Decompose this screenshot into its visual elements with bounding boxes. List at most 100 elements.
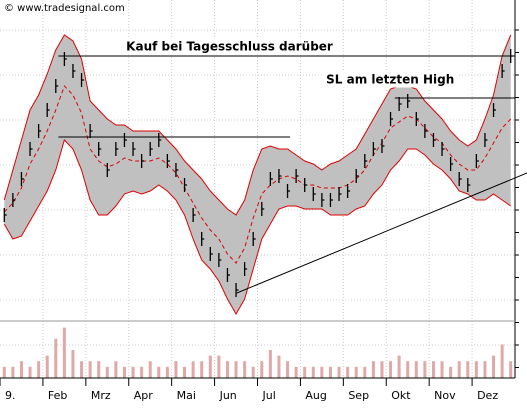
x-tick-label: Sep — [348, 389, 369, 402]
x-tick-label: Dez — [477, 389, 498, 402]
volume-bar — [2, 366, 6, 378]
annotation: SL am letzten High — [326, 73, 454, 87]
price-bar — [98, 142, 102, 156]
volume-bar — [303, 366, 307, 378]
trend-line — [236, 172, 527, 294]
price-bar — [424, 124, 428, 138]
volume-bar — [431, 361, 435, 378]
price-bar — [37, 124, 42, 138]
price-bar — [132, 142, 136, 156]
volume-bar — [97, 361, 101, 378]
price-bar — [166, 154, 170, 168]
price-bar — [149, 142, 153, 156]
price-bar — [261, 202, 265, 216]
price-bar — [269, 172, 273, 186]
price-bar — [106, 163, 110, 177]
volume-bar — [260, 361, 264, 378]
band-line — [3, 85, 512, 264]
x-tick-label: Mrz — [91, 389, 111, 402]
x-tick-label: Feb — [48, 389, 67, 402]
price-bar — [398, 97, 402, 111]
volume-bar — [286, 361, 290, 378]
volume-bar — [191, 361, 195, 378]
annotation-bg — [323, 71, 458, 88]
price-bar — [449, 157, 454, 171]
price-bar — [407, 94, 411, 108]
price-bar — [355, 169, 359, 183]
price-bar — [278, 169, 282, 183]
x-tick-label: Nov — [434, 389, 456, 402]
x-tick-label: Jun — [219, 389, 237, 402]
volume-bar — [483, 361, 487, 378]
volume-bar — [28, 366, 32, 378]
volume-bar — [165, 366, 169, 378]
volume-bar — [311, 366, 315, 378]
price-bar — [484, 133, 488, 147]
annotation-bg — [123, 38, 336, 55]
price-bar — [235, 283, 239, 297]
x-tick-label: Mai — [177, 389, 196, 402]
volume-bar — [337, 366, 341, 378]
volume-bar — [131, 366, 135, 378]
volume-bar — [183, 366, 187, 378]
price-bar — [29, 142, 33, 156]
price-bar — [432, 133, 436, 147]
price-bar — [243, 262, 248, 276]
price-bar — [218, 253, 222, 267]
volume-bar — [54, 338, 58, 378]
price-bar — [492, 103, 497, 117]
price-bar — [364, 154, 368, 168]
price-bar — [389, 112, 394, 126]
volume-bar — [354, 366, 358, 378]
price-bar — [140, 154, 145, 168]
price-bar — [381, 139, 385, 153]
volume-bar — [389, 361, 393, 378]
price-bar — [209, 247, 213, 261]
price-bar — [46, 103, 50, 117]
price-bar — [372, 142, 376, 156]
band-fill — [4, 35, 511, 314]
volume-bar — [208, 355, 212, 378]
credit: © www.tradesignal.com — [4, 3, 125, 14]
volume-bar — [449, 366, 453, 378]
volume-bar — [474, 361, 478, 378]
volume-bar — [200, 361, 204, 378]
volume-bar — [80, 361, 84, 378]
volume-bar — [363, 366, 367, 378]
price-bar — [175, 163, 179, 177]
price-bar — [158, 133, 162, 147]
price-bar — [252, 232, 256, 246]
volume-bar — [140, 366, 144, 378]
volume-bar — [371, 361, 375, 378]
price-bar — [415, 112, 419, 126]
volume-bar — [45, 355, 49, 378]
volume-bar — [328, 366, 332, 378]
price-bar — [286, 184, 291, 198]
volume-bar — [19, 361, 23, 378]
price-bar — [441, 142, 445, 156]
volume-bar — [268, 350, 272, 378]
band-line — [3, 34, 512, 216]
price-bar — [89, 124, 93, 138]
price-bar — [63, 52, 67, 66]
volume-bar — [509, 361, 513, 378]
price-bar — [329, 193, 333, 207]
price-bar — [3, 208, 7, 222]
volume-bar — [406, 361, 410, 378]
x-tick-label: Jul — [262, 389, 276, 402]
volume-bar — [457, 361, 461, 378]
volume-bar — [423, 361, 427, 378]
volume-bar — [157, 366, 161, 378]
volume-bar — [440, 361, 444, 378]
volume-bar — [217, 355, 221, 378]
price-bar — [458, 172, 462, 186]
volume-bar — [62, 327, 66, 378]
volume-bar — [294, 366, 298, 378]
volume-bar — [243, 361, 247, 378]
x-tick-label: Aug — [305, 389, 326, 402]
volume-bar — [88, 361, 92, 378]
volume-bar — [174, 361, 178, 378]
volume-bar — [466, 361, 470, 378]
price-bar — [12, 193, 16, 207]
annotation: Kauf bei Tagesschluss darüber — [126, 40, 333, 54]
